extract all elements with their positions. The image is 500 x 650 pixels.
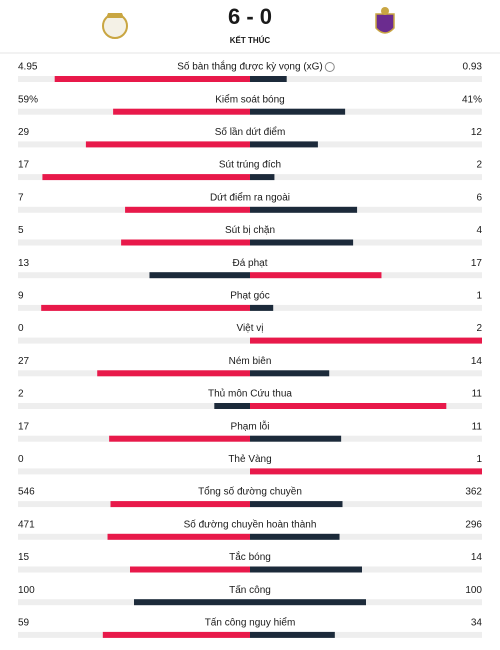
home-value: 29 (18, 127, 30, 138)
home-bar (107, 533, 250, 540)
home-value: 15 (18, 552, 30, 563)
home-value: 0 (18, 323, 24, 334)
stat-label: Số đường chuyền hoàn thành (184, 518, 317, 530)
stat-label: Dứt điểm ra ngoài (210, 191, 290, 203)
home-value: 4.95 (18, 62, 38, 73)
away-value: 34 (471, 618, 483, 629)
home-bar (121, 239, 250, 246)
home-bar (109, 435, 251, 442)
stat-label: Sút bị chặn (225, 225, 275, 236)
away-bar (250, 206, 358, 213)
home-bar (113, 108, 251, 115)
home-bar (42, 174, 250, 181)
home-value: 9 (18, 291, 24, 302)
home-value: 546 (18, 487, 35, 498)
stat-label: Số bàn thắng được kỳ vọng (xG) (177, 60, 323, 73)
away-value: 0.93 (463, 62, 483, 73)
home-value: 7 (18, 192, 24, 203)
home-bar (214, 403, 250, 409)
score: 6 - 0 (228, 4, 272, 29)
home-bar (130, 566, 250, 573)
away-bar (250, 337, 482, 344)
stat-label: Việt vị (236, 323, 263, 334)
home-bar (97, 370, 250, 377)
stat-label: Đá phạt (232, 258, 267, 269)
away-bar (250, 141, 318, 148)
home-bar (125, 206, 250, 213)
home-bar (110, 501, 250, 508)
home-value: 471 (18, 519, 35, 530)
stat-label: Tắc bóng (229, 550, 271, 563)
away-bar (250, 370, 330, 377)
away-value: 2 (476, 160, 482, 171)
match-status: KẾT THÚC (230, 35, 271, 45)
away-value: 14 (471, 552, 483, 563)
home-value: 13 (18, 258, 30, 269)
home-value: 2 (18, 389, 24, 400)
home-bar (149, 272, 250, 279)
away-bar (250, 631, 335, 638)
away-bar (250, 468, 482, 475)
away-bar (250, 272, 382, 279)
stat-label: Số lần dứt điểm (215, 126, 286, 138)
away-bar (250, 239, 354, 246)
away-bar (250, 108, 346, 115)
info-icon (324, 62, 335, 72)
stat-label: Kiểm soát bóng (215, 93, 285, 105)
stat-label: Thẻ Vàng (228, 454, 271, 465)
home-bar (102, 631, 251, 638)
away-value: 6 (476, 192, 482, 203)
stat-label: Sút trúng đích (219, 160, 281, 171)
home-value: 59 (18, 618, 30, 629)
away-bar (250, 304, 274, 311)
away-value: 4 (476, 225, 482, 236)
stat-label: Phạm lỗi (231, 419, 270, 432)
away-bar (250, 174, 275, 181)
home-value: 17 (18, 160, 30, 171)
away-value: 17 (471, 258, 483, 269)
away-value: 11 (472, 389, 483, 400)
home-logo (102, 13, 128, 39)
home-value: 17 (18, 421, 30, 432)
away-bar (250, 599, 366, 606)
home-value: 100 (18, 585, 35, 596)
home-value: 5 (18, 225, 24, 236)
home-bar (41, 304, 251, 311)
away-value: 41% (462, 94, 482, 105)
home-value: 0 (18, 454, 24, 465)
away-value: 100 (465, 585, 482, 596)
away-bar (250, 501, 343, 508)
home-value: 59% (18, 94, 38, 105)
away-bar (250, 403, 447, 409)
away-logo (375, 7, 395, 34)
away-value: 296 (465, 519, 482, 530)
away-value: 14 (471, 356, 483, 367)
away-value: 362 (465, 487, 482, 498)
away-value: 2 (476, 323, 482, 334)
away-value: 1 (476, 291, 482, 302)
home-bar (85, 141, 250, 148)
stat-label: Thủ môn Cứu thua (208, 388, 292, 400)
away-value: 12 (471, 127, 483, 138)
home-value: 27 (18, 356, 30, 367)
home-bar (134, 599, 250, 606)
stat-label: Tổng số đường chuyền (198, 486, 302, 498)
stat-label: Tấn công nguy hiểm (205, 617, 296, 629)
home-bar (54, 76, 250, 82)
away-bar (250, 566, 362, 573)
away-value: 11 (472, 421, 483, 432)
stat-label: Tấn công (229, 584, 271, 596)
stat-label: Phạt góc (230, 291, 269, 302)
stat-label: Ném biên (229, 356, 272, 367)
away-bar (250, 533, 340, 540)
away-bar (250, 76, 287, 82)
away-value: 1 (476, 454, 482, 465)
away-bar (250, 435, 342, 442)
